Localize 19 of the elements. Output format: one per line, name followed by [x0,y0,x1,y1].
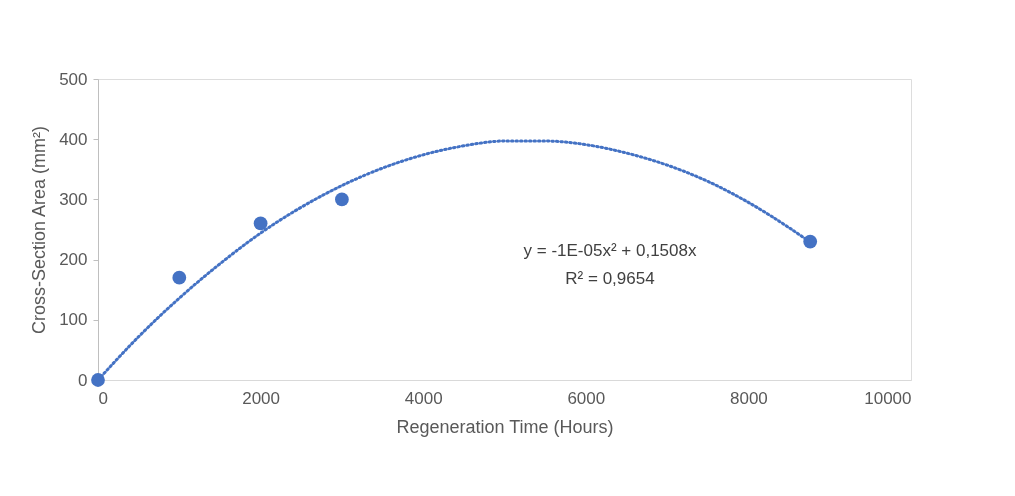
y-tick-label: 0 [78,370,88,390]
x-tick-label: 4000 [404,388,443,408]
point [253,216,268,231]
y-tick-label: 300 [59,189,88,209]
y-tick-label: 200 [59,250,88,270]
y-axis-title: Cross-Section Area (mm²) [29,125,50,335]
point [172,270,187,285]
annotation: y = -1E-05x² + 0,1508x [523,241,697,260]
x-axis-title: Regeneration Time (Hours) [396,416,614,437]
x-tick-label: 8000 [729,388,768,408]
y-tick-label: 500 [59,69,88,89]
x-tick-label: 0 [98,388,108,408]
point [335,192,349,207]
x-tick-label: 2000 [242,388,281,408]
x-tick-label: 10000 [864,388,912,408]
y-tick-label: 400 [59,129,88,149]
x-tick-label: 6000 [567,388,606,408]
annotation: R² = 0,9654 [565,269,655,288]
y-tick-label: 100 [59,310,88,330]
